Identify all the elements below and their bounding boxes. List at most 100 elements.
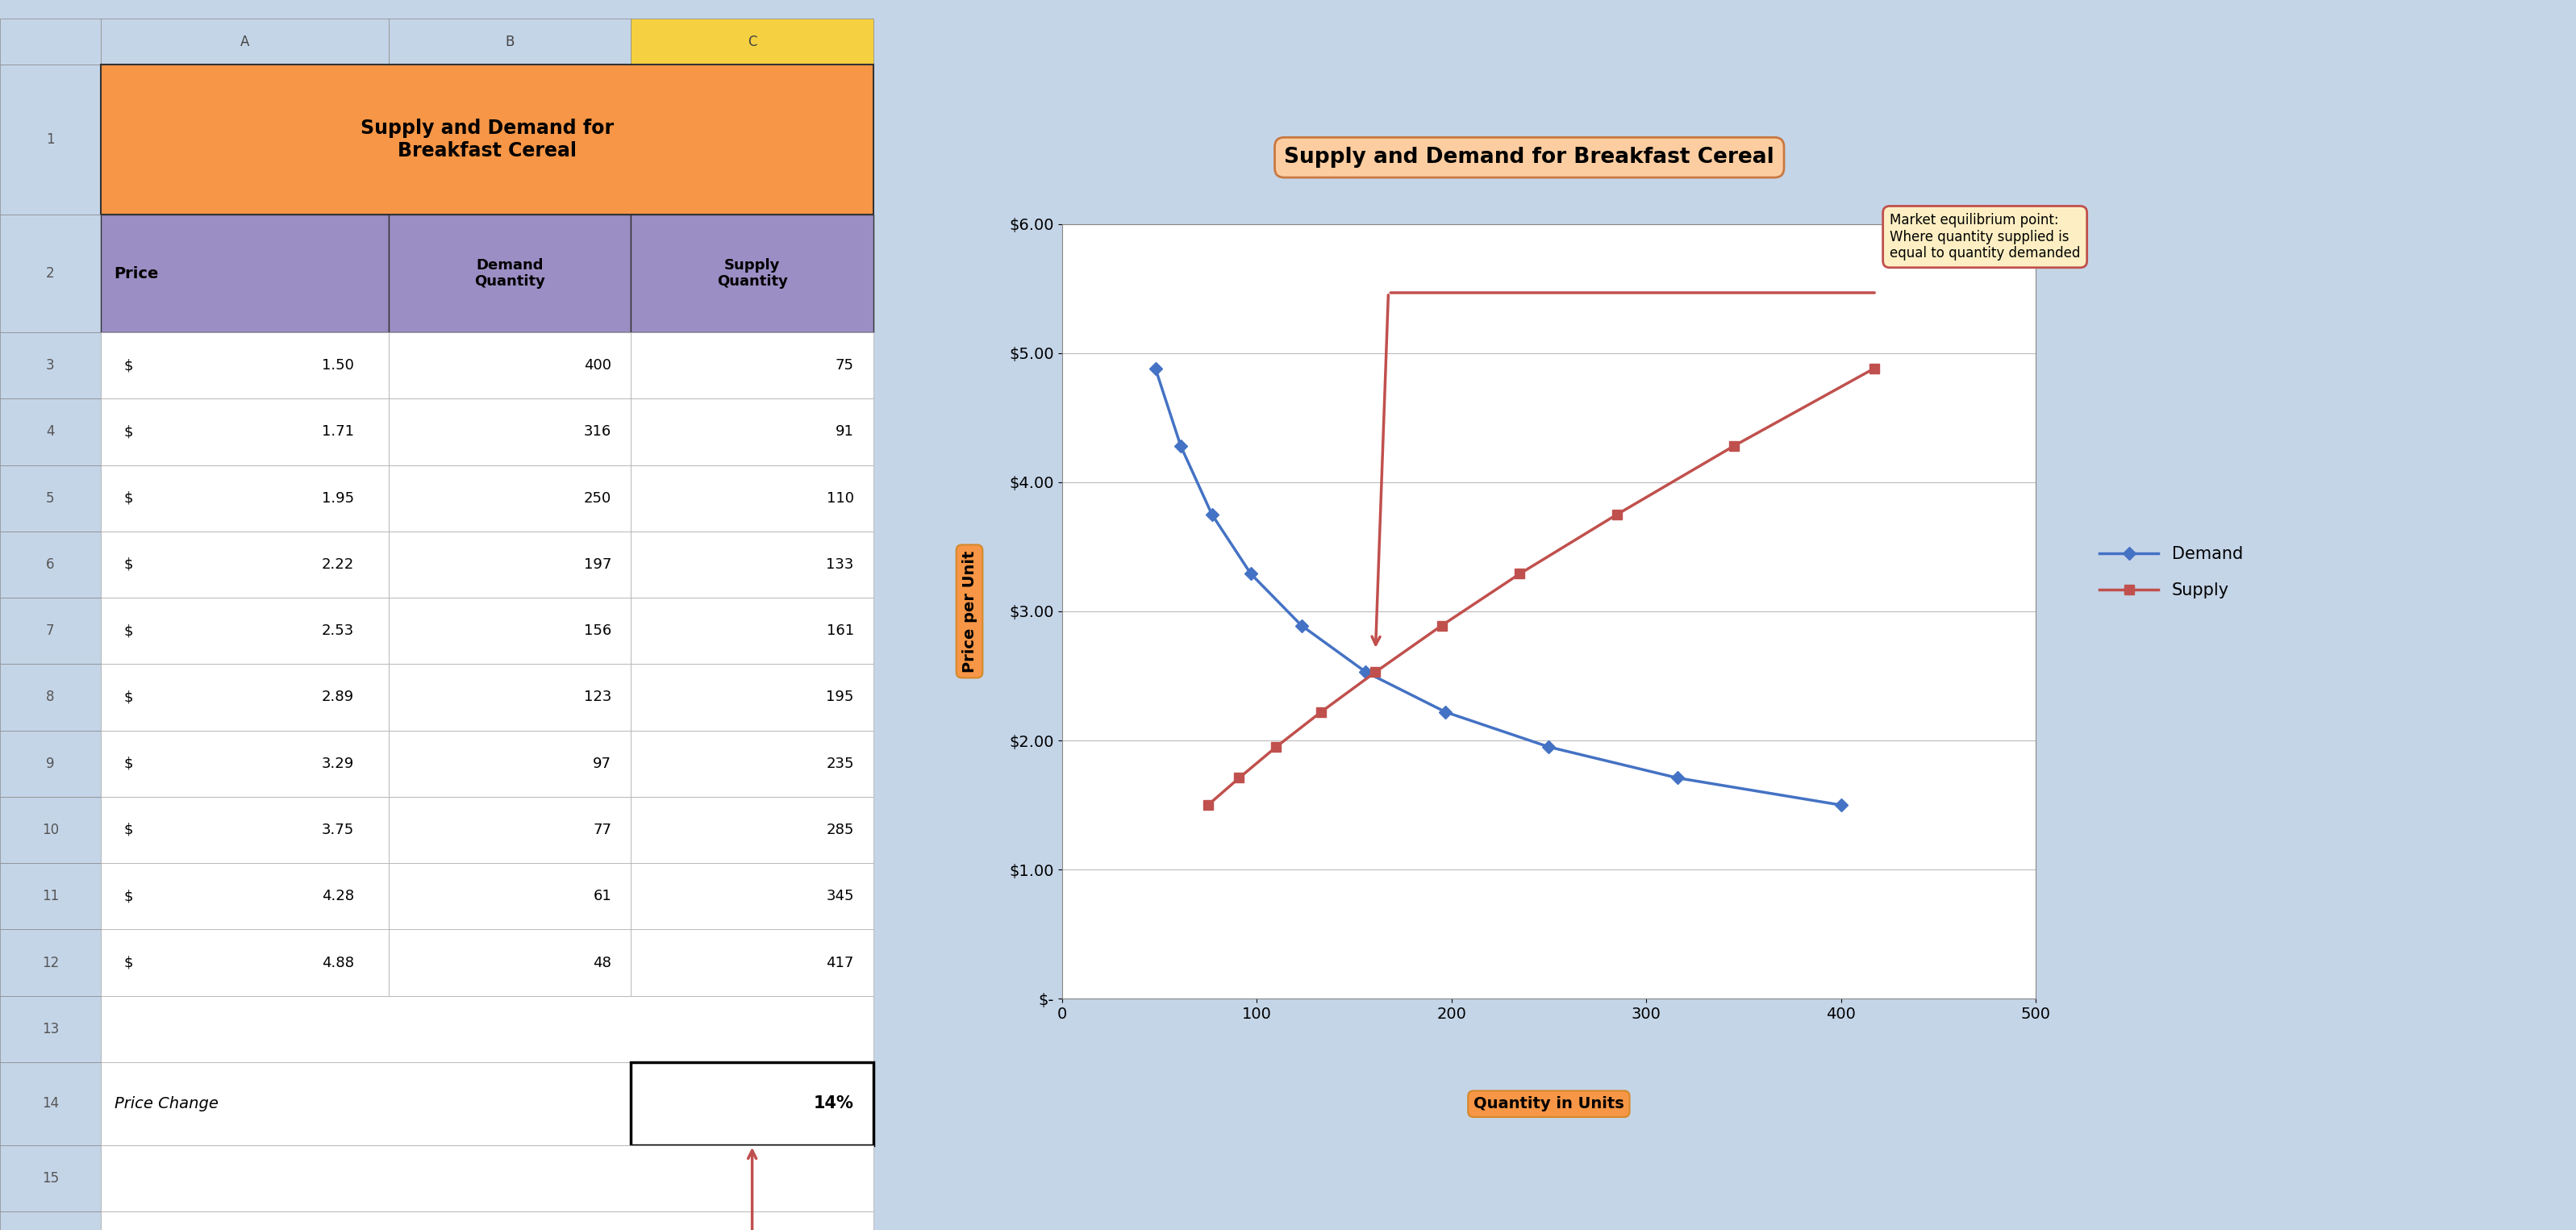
Line: Demand: Demand <box>1151 364 1844 809</box>
Text: 91: 91 <box>835 424 853 439</box>
Bar <box>389 797 631 863</box>
Text: 5: 5 <box>46 491 54 506</box>
Bar <box>100 1063 631 1145</box>
Bar <box>0 465 100 531</box>
Supply <box>1718 439 1749 454</box>
Bar <box>100 996 873 1063</box>
Text: 4.88: 4.88 <box>322 956 353 970</box>
Supply <box>1602 507 1633 522</box>
Bar <box>0 996 100 1063</box>
Bar <box>631 531 873 598</box>
Text: 6: 6 <box>46 557 54 572</box>
Demand <box>1195 507 1226 522</box>
Text: Price: Price <box>113 266 160 282</box>
Text: 1.71: 1.71 <box>322 424 353 439</box>
Bar <box>100 1212 873 1230</box>
Bar <box>100 930 389 996</box>
Text: $: $ <box>124 690 134 705</box>
Bar <box>631 18 873 65</box>
Text: $: $ <box>124 557 134 572</box>
Demand <box>1236 567 1267 582</box>
Text: 13: 13 <box>41 1022 59 1036</box>
Text: $: $ <box>124 358 134 373</box>
Text: 12: 12 <box>41 956 59 970</box>
Supply <box>1360 664 1391 679</box>
Bar <box>389 731 631 797</box>
Bar <box>631 399 873 465</box>
Text: Supply and Demand for
Breakfast Cereal: Supply and Demand for Breakfast Cereal <box>361 119 613 161</box>
Bar <box>100 399 389 465</box>
Text: 161: 161 <box>827 624 853 638</box>
Bar <box>100 598 389 664</box>
Text: 285: 285 <box>827 823 853 838</box>
Text: C: C <box>747 34 757 49</box>
Bar <box>389 598 631 664</box>
Bar <box>0 863 100 930</box>
Text: 197: 197 <box>585 557 611 572</box>
Bar <box>389 930 631 996</box>
Bar <box>0 1063 100 1145</box>
Text: A: A <box>240 34 250 49</box>
Text: 15: 15 <box>41 1171 59 1186</box>
Bar <box>100 863 389 930</box>
Text: 2.89: 2.89 <box>322 690 353 705</box>
Supply <box>1504 567 1535 582</box>
Text: $: $ <box>124 956 134 970</box>
Text: Quantity in Units: Quantity in Units <box>1473 1096 1623 1112</box>
Bar <box>389 332 631 399</box>
Text: $: $ <box>124 624 134 638</box>
Supply <box>1224 770 1255 785</box>
Bar <box>389 214 631 332</box>
Text: $: $ <box>124 491 134 506</box>
Text: 9: 9 <box>46 756 54 771</box>
Text: 3.29: 3.29 <box>322 756 353 771</box>
Text: 3: 3 <box>46 358 54 373</box>
Legend: Demand, Supply: Demand, Supply <box>2092 540 2249 605</box>
Bar <box>631 1063 873 1145</box>
Text: 14: 14 <box>41 1096 59 1111</box>
Text: 2.22: 2.22 <box>322 557 353 572</box>
Bar <box>389 399 631 465</box>
Bar <box>0 65 100 214</box>
Bar <box>0 332 100 399</box>
Text: 10: 10 <box>41 823 59 838</box>
Bar <box>631 664 873 731</box>
Line: Supply: Supply <box>1203 364 1878 809</box>
Text: 8: 8 <box>46 690 54 705</box>
Text: 48: 48 <box>592 956 611 970</box>
Text: $: $ <box>124 823 134 838</box>
Text: $: $ <box>124 424 134 439</box>
Text: 3.75: 3.75 <box>322 823 353 838</box>
Bar <box>389 531 631 598</box>
Bar <box>0 797 100 863</box>
Text: $: $ <box>124 756 134 771</box>
Text: 4.28: 4.28 <box>322 889 353 904</box>
Demand <box>1350 664 1381 679</box>
Bar <box>100 465 389 531</box>
Demand <box>1826 797 1857 812</box>
Text: 11: 11 <box>41 889 59 904</box>
Text: 156: 156 <box>585 624 611 638</box>
Text: 123: 123 <box>585 690 611 705</box>
Text: 2: 2 <box>46 266 54 280</box>
Text: 1: 1 <box>46 133 54 148</box>
Text: 345: 345 <box>827 889 853 904</box>
Bar <box>631 863 873 930</box>
Bar <box>100 18 389 65</box>
Supply <box>1260 739 1291 754</box>
Demand <box>1430 705 1461 720</box>
Text: 14%: 14% <box>814 1096 853 1112</box>
Text: 75: 75 <box>835 358 853 373</box>
Supply <box>1193 797 1224 812</box>
Text: B: B <box>505 34 515 49</box>
Text: 61: 61 <box>592 889 611 904</box>
Bar <box>0 664 100 731</box>
Bar <box>0 399 100 465</box>
Text: 316: 316 <box>585 424 611 439</box>
Text: 400: 400 <box>585 358 611 373</box>
Text: 1.95: 1.95 <box>322 491 353 506</box>
Text: 1.50: 1.50 <box>322 358 353 373</box>
Bar <box>0 598 100 664</box>
Text: $: $ <box>124 889 134 904</box>
Text: Market equilibrium point:
Where quantity supplied is
equal to quantity demanded: Market equilibrium point: Where quantity… <box>1891 213 2081 261</box>
